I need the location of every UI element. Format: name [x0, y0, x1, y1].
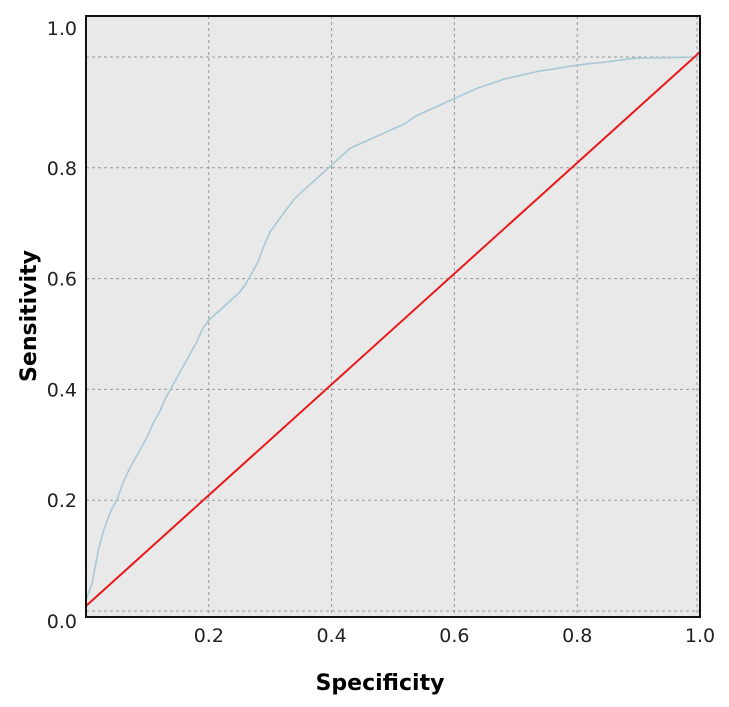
- y-tick-label: 0.0: [47, 611, 77, 633]
- x-tick-labels: 0.2 0.4 0.6 0.8 1.0: [194, 625, 715, 647]
- grid: [86, 16, 700, 617]
- y-axis-title: Sensitivity: [17, 250, 42, 382]
- y-tick-label: 1.0: [47, 18, 77, 40]
- x-axis-title: Specificity: [316, 671, 445, 696]
- x-tick-label: 0.8: [562, 625, 592, 647]
- y-tick-label: 0.4: [47, 379, 77, 401]
- y-tick-label: 0.2: [47, 490, 77, 512]
- roc-curve-line: [85, 56, 701, 601]
- y-tick-label: 0.6: [47, 269, 77, 291]
- plot-frame: [85, 15, 701, 618]
- x-tick-label: 1.0: [685, 625, 715, 647]
- x-tick-label: 0.4: [316, 625, 346, 647]
- reference-diagonal-line: [85, 51, 701, 607]
- y-tick-label: 0.8: [47, 158, 77, 180]
- x-tick-label: 0.2: [194, 625, 224, 647]
- x-tick-label: 0.6: [439, 625, 469, 647]
- series-layer: [85, 51, 701, 607]
- plot-area: [86, 16, 700, 617]
- y-tick-labels: 0.0 0.2 0.4 0.6 0.8 1.0: [47, 18, 77, 633]
